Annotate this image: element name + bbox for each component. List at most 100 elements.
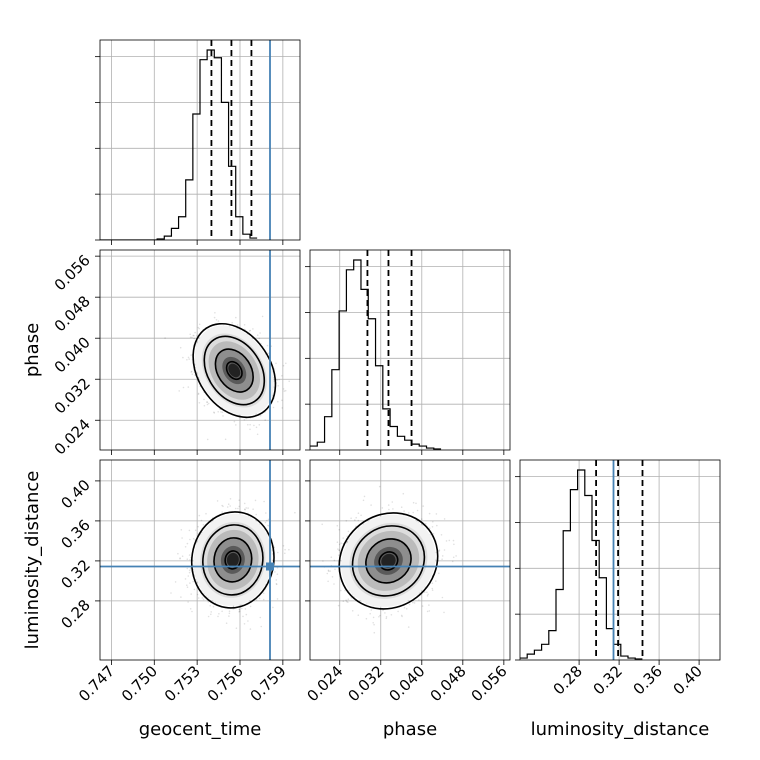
- sample-point: [210, 613, 212, 616]
- sample-point: [400, 614, 403, 617]
- hist-geocent-time: [95, 39, 301, 245]
- sample-point: [351, 610, 354, 612]
- sample-point: [252, 328, 254, 330]
- sample-point: [259, 414, 262, 417]
- sample-point: [198, 402, 201, 404]
- sample-point: [272, 406, 275, 409]
- sample-point: [197, 393, 200, 396]
- sample-point: [222, 415, 224, 417]
- sample-point: [260, 625, 263, 628]
- sample-point: [216, 500, 219, 502]
- sample-point: [243, 324, 246, 326]
- sample-point: [241, 603, 243, 606]
- sample-point: [428, 527, 431, 529]
- sample-point: [206, 403, 209, 406]
- sample-point: [249, 628, 252, 630]
- sample-point: [426, 610, 429, 613]
- sample-point: [244, 508, 246, 511]
- sample-point: [249, 428, 251, 431]
- sample-point: [181, 555, 184, 557]
- sample-point: [284, 548, 286, 551]
- sample-point: [408, 512, 410, 514]
- sample-point: [249, 605, 252, 608]
- sample-point: [188, 571, 191, 574]
- sample-point: [267, 518, 270, 521]
- sample-point: [235, 424, 237, 426]
- contour-line: [202, 524, 264, 596]
- sample-point: [196, 334, 198, 337]
- sample-point: [226, 506, 229, 508]
- sample-point: [189, 538, 191, 541]
- contour-line: [214, 348, 254, 393]
- sample-point: [221, 411, 224, 414]
- sample-point: [194, 529, 197, 532]
- sample-point: [179, 346, 182, 349]
- sample-point: [218, 613, 220, 615]
- sample-point: [189, 558, 191, 561]
- sample-point: [189, 608, 192, 610]
- sample-point: [241, 607, 243, 610]
- sample-point: [281, 375, 283, 377]
- sample-point: [191, 373, 194, 376]
- sample-point: [188, 529, 191, 532]
- sample-point: [267, 352, 269, 355]
- sample-point: [177, 552, 179, 555]
- sample-point: [188, 358, 190, 360]
- sample-point: [197, 597, 200, 599]
- sample-point: [186, 586, 189, 588]
- sample-point: [247, 507, 249, 509]
- contour-line: [203, 335, 266, 406]
- sample-point: [347, 598, 350, 600]
- sample-point: [238, 610, 241, 613]
- sample-point: [191, 610, 193, 613]
- sample-point: [206, 438, 209, 441]
- sample-point: [238, 611, 240, 613]
- sample-point: [238, 499, 240, 502]
- sample-point: [253, 424, 255, 427]
- sample-point: [275, 378, 278, 381]
- sample-point: [276, 567, 279, 569]
- sample-point: [197, 392, 200, 395]
- sample-point: [276, 598, 279, 600]
- sample-point: [225, 622, 228, 624]
- sample-point: [276, 379, 278, 381]
- density-level: [226, 552, 239, 567]
- hist-phase: [305, 249, 511, 455]
- sample-point: [245, 613, 248, 616]
- sample-point: [259, 332, 261, 334]
- sample-point: [255, 513, 257, 516]
- sample-point: [213, 316, 216, 319]
- sample-point: [294, 511, 296, 514]
- sample-point: [215, 319, 218, 321]
- sample-point: [261, 315, 264, 318]
- sample-point: [184, 546, 187, 548]
- sample-point: [210, 611, 212, 613]
- sample-point: [213, 412, 216, 414]
- sample-point: [222, 505, 224, 508]
- sample-point: [288, 380, 291, 383]
- sample-point: [233, 420, 236, 423]
- sample-point: [203, 398, 205, 401]
- sample-point: [426, 595, 429, 597]
- panel-frame: [99, 249, 301, 451]
- sample-point: [228, 610, 231, 612]
- sample-point: [235, 627, 238, 629]
- sample-point: [189, 582, 191, 584]
- sample-point: [288, 548, 290, 551]
- sample-point: [243, 502, 246, 505]
- sample-point: [345, 599, 347, 601]
- sample-point: [181, 537, 183, 539]
- sample-point: [256, 433, 259, 436]
- contour-line: [213, 537, 253, 583]
- sample-point: [428, 610, 431, 612]
- sample-point: [229, 498, 232, 500]
- sample-point: [207, 597, 209, 599]
- sample-point: [170, 592, 172, 594]
- sample-point: [245, 507, 247, 509]
- sample-point: [180, 529, 183, 531]
- sample-point: [238, 609, 241, 611]
- sample-point: [275, 362, 277, 365]
- sample-point: [207, 601, 210, 603]
- sample-point: [432, 533, 435, 535]
- histogram-step: [100, 49, 258, 240]
